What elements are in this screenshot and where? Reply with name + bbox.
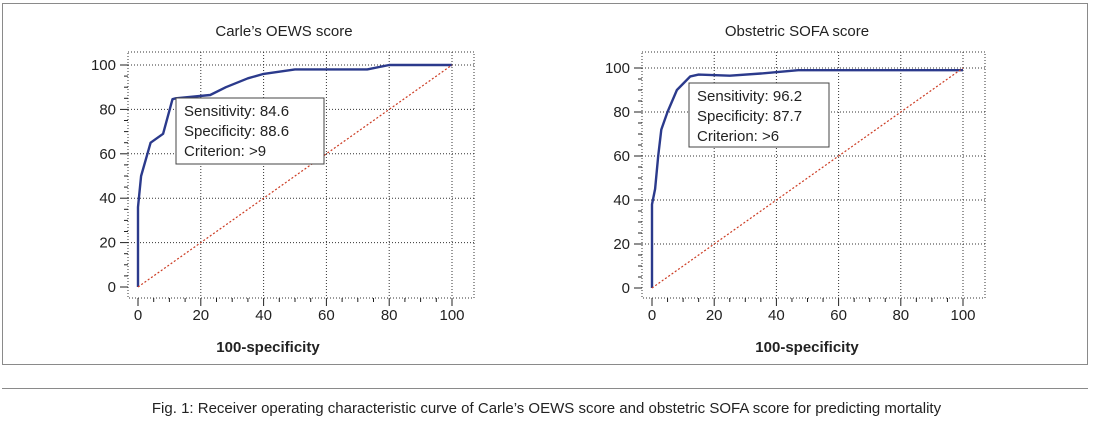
- x-tick-label: 40: [255, 307, 272, 324]
- annotation-line: Specificity: 87.7: [697, 108, 802, 125]
- annotation-line: Sensitivity: 96.2: [697, 88, 802, 105]
- figure-frame: [2, 3, 1088, 365]
- roc-chart-2: Obstetric SOFA score 0 20 40 60 80 100 0 20 40 60 8…: [605, 23, 986, 356]
- reference-diagonal-line: [137, 64, 453, 288]
- plot-frame: [641, 51, 986, 299]
- x-tick-label: 80: [381, 307, 398, 324]
- roc-curve-line: [136, 63, 452, 287]
- y-tick-label: 80: [613, 104, 630, 121]
- annotation-line: Specificity: 88.6: [184, 123, 289, 140]
- chart-title: Carle’s OEWS score: [215, 23, 352, 40]
- x-tick-label: 60: [830, 307, 847, 324]
- annotation-line: Criterion: >9: [184, 143, 266, 160]
- x-tick-label: 100: [439, 307, 464, 324]
- y-tick-label: 40: [613, 192, 630, 209]
- reference-diagonal-line: [651, 67, 964, 289]
- annotation-line: Sensitivity: 84.6: [184, 103, 289, 120]
- y-tick-label: 0: [108, 279, 116, 296]
- annotation-line: Criterion: >6: [697, 128, 779, 145]
- chart-title: Obstetric SOFA score: [725, 23, 869, 40]
- y-tick-label: 80: [99, 101, 116, 118]
- y-tick-label: 60: [99, 146, 116, 163]
- x-tick-label: 0: [134, 307, 142, 324]
- y-tick-label: 20: [99, 235, 116, 252]
- x-tick-label: 100: [950, 307, 975, 324]
- x-tick-label: 40: [768, 307, 785, 324]
- y-tick-label: 100: [605, 60, 630, 77]
- caption-rule: [2, 388, 1088, 389]
- y-tick-label: 0: [622, 280, 630, 297]
- y-tick-label: 100: [91, 57, 116, 74]
- y-tick-label: 60: [613, 148, 630, 165]
- x-tick-label: 0: [648, 307, 656, 324]
- y-tick-label: 20: [613, 236, 630, 253]
- y-tick-label: 40: [99, 190, 116, 207]
- x-tick-label: 20: [706, 307, 723, 324]
- x-tick-label: 60: [318, 307, 335, 324]
- annotation-box: [688, 82, 830, 148]
- x-axis-label: 100-specificity: [755, 339, 859, 356]
- roc-curve-line: [650, 68, 963, 288]
- x-tick-label: 20: [192, 307, 209, 324]
- figure-caption: Fig. 1: Receiver operating characteristi…: [151, 400, 942, 417]
- roc-chart-1: Carle’s OEWS score 0 20 40 60 80 100 0 20 40 60 80 1…: [91, 23, 475, 356]
- plot-frame: [127, 51, 475, 299]
- x-axis-label: 100-specificity: [216, 339, 320, 356]
- x-tick-label: 80: [892, 307, 909, 324]
- annotation-box: [175, 97, 325, 165]
